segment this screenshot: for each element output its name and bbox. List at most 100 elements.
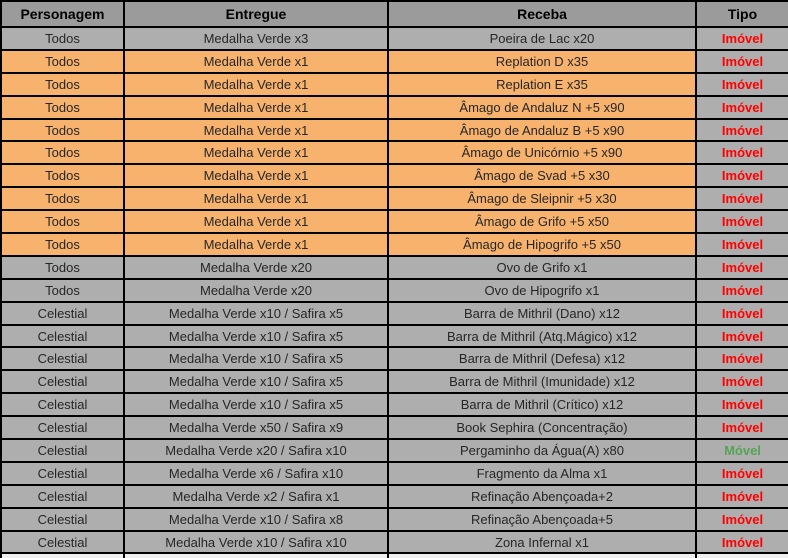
entregue-cell: Medalha Verde x1 <box>123 71 389 97</box>
header-row: Personagem Entregue Receba Tipo <box>0 0 788 28</box>
column-header-personagem: Personagem <box>0 0 125 28</box>
personagem-cell: Celestial <box>0 323 125 349</box>
personagem-cell: Celestial <box>0 460 125 486</box>
receba-cell: Âmago de Svad +5 x30 <box>387 163 697 189</box>
table-row: Celestial Medalha Verde x6 / Safira x10 … <box>0 460 788 486</box>
receba-cell: Replation D x35 <box>387 48 697 74</box>
tipo-cell: Imóvel <box>695 117 788 143</box>
table-row: Celestial Medalha Verde x20 / Safira x10… <box>0 438 788 463</box>
tipo-cell: Imóvel <box>695 94 788 120</box>
table-row: Todos Medalha Verde x20 Ovo de Grifo x1 … <box>0 254 788 280</box>
entregue-cell: Medalha Verde x6 / Safira x10 <box>123 460 389 486</box>
tipo-cell: Imóvel <box>695 483 788 509</box>
receba-cell: Refinação Abençoada+5 <box>387 506 697 532</box>
personagem-cell: Celestial <box>0 506 125 532</box>
table-row: Todos Medalha Verde x1 Âmago de Andaluz … <box>0 117 788 143</box>
entregue-cell: Medalha Verde x1 <box>123 140 389 166</box>
entregue-cell: Medalha Verde x20 <box>123 254 389 280</box>
table-row: Celestial Medalha Verde x10 / Safira x5 … <box>0 346 788 372</box>
receba-cell: Book Sephira (Concentração) <box>387 415 697 441</box>
receba-cell: Âmago de Sleipnir +5 x30 <box>387 186 697 212</box>
personagem-cell: Todos <box>0 48 125 74</box>
table-row: Celestial Medalha Verde x10 / Safira x5 … <box>0 323 788 349</box>
table-row: Celestial Medalha Verde x10 / Safira x5 … <box>0 300 788 326</box>
personagem-cell: Todos <box>0 117 125 143</box>
receba-cell: Ovo de Hipogrifo x1 <box>387 277 697 303</box>
column-header-tipo: Tipo <box>695 0 788 28</box>
entregue-cell: Medalha Verde x50 / Safira x9 <box>123 415 389 441</box>
personagem-cell: Todos <box>0 26 125 51</box>
personagem-cell: Celestial <box>0 300 125 326</box>
column-header-receba: Receba <box>387 0 697 28</box>
tipo-cell: Imóvel <box>695 369 788 395</box>
personagem-cell: Todos <box>0 277 125 303</box>
personagem-cell: Todos <box>0 209 125 235</box>
receba-cell: Âmago de Andaluz B +5 x90 <box>387 117 697 143</box>
receba-cell: Barra de Mithril (Crítico) x12 <box>387 392 697 418</box>
table-row: Todos Medalha Verde x1 Âmago de Hipogrif… <box>0 232 788 257</box>
personagem-cell: Todos <box>0 94 125 120</box>
table-row: Todos Medalha Verde x1 Âmago de Unicórni… <box>0 140 788 166</box>
receba-cell: Zona Infernal x1 <box>387 529 697 555</box>
entregue-cell: Medalha Verde x1 <box>123 163 389 189</box>
column-header-entregue: Entregue <box>123 0 389 28</box>
table-row: Todos Medalha Verde x1 Âmago de Grifo +5… <box>0 209 788 235</box>
tipo-cell: Imóvel <box>695 71 788 97</box>
personagem-cell: Todos <box>0 186 125 212</box>
personagem-cell: Todos <box>0 163 125 189</box>
receba-cell: Refinação Abençoada+2 <box>387 483 697 509</box>
receba-cell: Replation E x35 <box>387 71 697 97</box>
personagem-cell: Celestial <box>0 438 125 463</box>
table-row: Todos Medalha Verde x1 Replation E x35 I… <box>0 71 788 97</box>
tipo-cell: Imóvel <box>695 232 788 257</box>
receba-cell: Âmago de Hipogrifo +5 x50 <box>387 232 697 257</box>
entregue-cell: Medalha Verde x10 / Safira x8 <box>123 506 389 532</box>
tipo-cell: Imóvel <box>695 254 788 280</box>
partial-cell <box>695 552 788 558</box>
tipo-cell: Imóvel <box>695 392 788 418</box>
partial-row <box>0 552 788 558</box>
entregue-cell: Medalha Verde x1 <box>123 186 389 212</box>
tipo-cell: Imóvel <box>695 460 788 486</box>
table-row: Celestial Medalha Verde x10 / Safira x8 … <box>0 506 788 532</box>
receba-cell: Barra de Mithril (Defesa) x12 <box>387 346 697 372</box>
personagem-cell: Celestial <box>0 483 125 509</box>
tipo-cell: Imóvel <box>695 209 788 235</box>
tipo-cell: Imóvel <box>695 277 788 303</box>
entregue-cell: Medalha Verde x2 / Safira x1 <box>123 483 389 509</box>
receba-cell: Âmago de Unicórnio +5 x90 <box>387 140 697 166</box>
entregue-cell: Medalha Verde x10 / Safira x5 <box>123 346 389 372</box>
entregue-cell: Medalha Verde x10 / Safira x5 <box>123 323 389 349</box>
entregue-cell: Medalha Verde x3 <box>123 26 389 51</box>
receba-cell: Âmago de Andaluz N +5 x90 <box>387 94 697 120</box>
partial-cell <box>0 552 125 558</box>
personagem-cell: Todos <box>0 254 125 280</box>
entregue-cell: Medalha Verde x10 / Safira x5 <box>123 392 389 418</box>
entregue-cell: Medalha Verde x10 / Safira x5 <box>123 300 389 326</box>
partial-cell <box>387 552 697 558</box>
tipo-cell: Imóvel <box>695 48 788 74</box>
receba-cell: Ovo de Grifo x1 <box>387 254 697 280</box>
entregue-cell: Medalha Verde x1 <box>123 232 389 257</box>
tipo-cell: Imóvel <box>695 346 788 372</box>
personagem-cell: Celestial <box>0 415 125 441</box>
tipo-cell: Imóvel <box>695 186 788 212</box>
receba-cell: Âmago de Grifo +5 x50 <box>387 209 697 235</box>
table-row: Celestial Medalha Verde x50 / Safira x9 … <box>0 415 788 441</box>
table-row: Todos Medalha Verde x1 Âmago de Sleipnir… <box>0 186 788 212</box>
table-row: Celestial Medalha Verde x10 / Safira x10… <box>0 529 788 555</box>
tipo-cell: Imóvel <box>695 163 788 189</box>
receba-cell: Fragmento da Alma x1 <box>387 460 697 486</box>
receba-cell: Barra de Mithril (Imunidade) x12 <box>387 369 697 395</box>
personagem-cell: Todos <box>0 71 125 97</box>
tipo-cell: Imóvel <box>695 415 788 441</box>
entregue-cell: Medalha Verde x10 / Safira x10 <box>123 529 389 555</box>
personagem-cell: Celestial <box>0 346 125 372</box>
table-row: Celestial Medalha Verde x2 / Safira x1 R… <box>0 483 788 509</box>
table-row: Todos Medalha Verde x20 Ovo de Hipogrifo… <box>0 277 788 303</box>
table-row: Celestial Medalha Verde x10 / Safira x5 … <box>0 369 788 395</box>
tipo-cell: Imóvel <box>695 506 788 532</box>
partial-cell <box>123 552 389 558</box>
tipo-cell: Imóvel <box>695 529 788 555</box>
